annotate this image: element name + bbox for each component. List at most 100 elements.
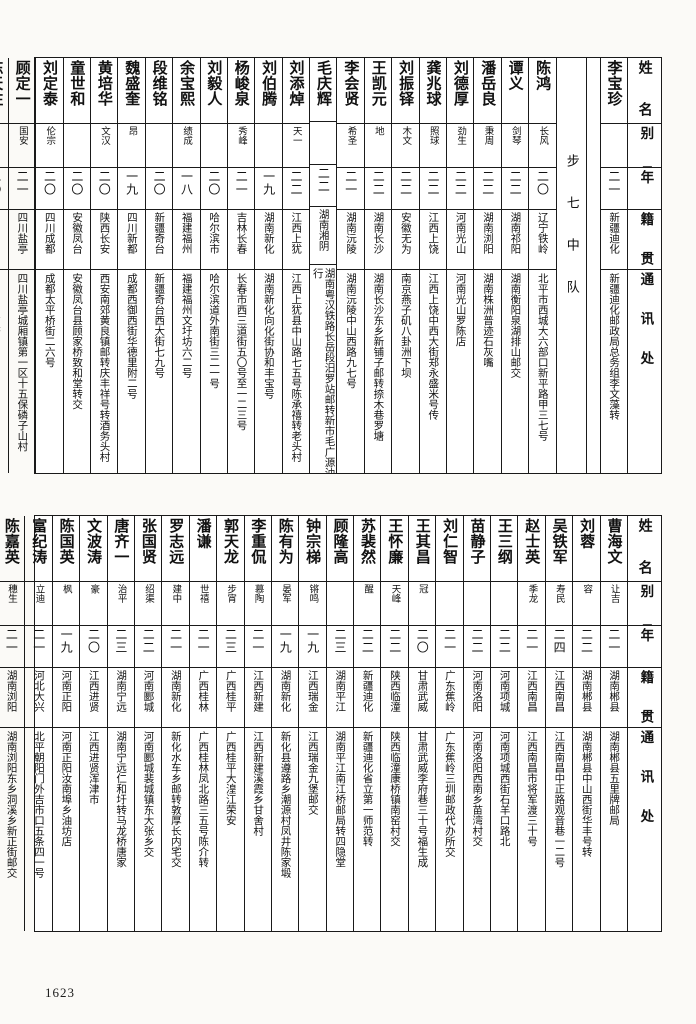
roster-entry-column: 龚兆球 照球 二二 江西上饶 江西上饶中西大街郑永盛米号传 <box>418 58 447 473</box>
entry-name: 苗静子 <box>463 516 491 582</box>
header-cell-origin: 籍 贯 <box>628 668 661 728</box>
entry-name: 罗志远 <box>162 516 189 582</box>
entry-age: 二三 <box>326 626 354 668</box>
roster-entry-column: 刘毅人 二〇 哈尔滨市 哈尔滨道外南街三二一号 <box>199 58 227 473</box>
entry-age: 二一 <box>600 626 627 668</box>
entry-alias: 穗生 <box>0 582 25 626</box>
roster-entry-column: 杨峻泉 秀峰 二一 吉林长春 长春市西三道街五〇号至一二三号 <box>226 58 255 473</box>
entry-origin: 湖南长沙 <box>364 210 392 270</box>
roster-entry-column: 陈鸿 长风 二〇 辽宁铁岭 北平市西城大六部口新平路甲三七号 <box>528 58 556 473</box>
roster-entry-column: 李宝珍 二一 新疆迪化 新疆迪化邮政局总务组李文藻转 <box>599 58 627 473</box>
roster-entry-column: 刘添焯 天一 二二 江西上犹 江西上犹县中山路七五号陈承禧转老头村 <box>281 58 310 473</box>
entry-origin: 新疆奇台 <box>145 210 173 270</box>
entry-address: 四川盐亭城厢镇第一区十五保磷子山村 <box>16 273 29 452</box>
entry-origin: 安徽凤台 <box>63 210 90 270</box>
roster-entry-column: 赵士英 季龙 二一 江西南昌 江西南昌市将军渡三十号 <box>517 516 545 931</box>
entry-address: 南京燕子矶八卦洲下坝 <box>399 273 412 378</box>
entry-alias: 天一 <box>282 124 310 168</box>
entry-name: 张国贤 <box>134 516 162 582</box>
roster-entry-column: 刘定泰 伦宗 二〇 四川成都 成都太平桥街二六号 <box>35 58 63 473</box>
entry-address: 河南光山罗陈店 <box>454 273 467 347</box>
entry-origin: 陕西临潼 <box>381 668 408 728</box>
entry-alias: 慕陶 <box>244 582 271 626</box>
entry-alias: 冠 <box>408 582 436 626</box>
entry-address: 新疆迪化省立第一师范转 <box>361 731 374 847</box>
entry-origin: 河南正阳 <box>52 668 80 728</box>
entry-origin: 四川成都 <box>36 210 63 270</box>
header-cell-alias: 别 号 <box>628 582 661 626</box>
entry-name: 李会贤 <box>337 58 364 124</box>
header-cell-address: 通 讯 处 <box>637 272 654 370</box>
entry-address: 河南正阳汝南埠乡油坊店 <box>60 731 73 847</box>
entry-age: 二二 <box>463 626 491 668</box>
entry-name: 郭天龙 <box>217 516 244 582</box>
entry-name: 刘添焯 <box>282 58 310 124</box>
roster-entry-column: 文波涛豪二〇 江西进贤 江西进贤浑津市 <box>79 516 107 931</box>
entry-name: 王三纲 <box>491 516 518 582</box>
entry-age: 二二 <box>491 626 518 668</box>
roster-entry-column: 李重侃 慕陶 二一 江西新建 江西新建溪霞乡甘舍村 <box>243 516 271 931</box>
roster-entry-column: 童世和 二〇 安徽凤台 安徽凤台县顾家桥致和堂转交 <box>62 58 90 473</box>
entry-origin: 湖南宁远 <box>107 668 134 728</box>
entry-name: 刘蓉 <box>573 516 600 582</box>
entry-name: 龚兆球 <box>419 58 447 124</box>
entry-age: 二一 <box>436 626 463 668</box>
roster-entry-column: 陈嘉英 穗生 二一 湖南浏阳 湖南浏阳东乡洞溪乡新正街邮交 <box>0 516 25 931</box>
entry-age: 一九 <box>118 168 145 210</box>
roster-entry-column: 钟宗梯 锵鸣 一九 江西瑞金 江西瑞金九堡邮交 <box>298 516 326 931</box>
entry-address: 江西瑞金九堡邮交 <box>306 731 319 815</box>
entry-origin: 河南光山 <box>447 210 474 270</box>
header-cell-name: 姓 名 <box>628 58 661 124</box>
entry-age: 二二 <box>381 626 408 668</box>
entry-alias: 木文 <box>392 124 419 168</box>
entry-origin: 湖南郴县 <box>573 668 600 728</box>
entry-name: 谭义 <box>501 58 529 124</box>
entry-address: 湖南浏阳东乡洞溪乡新正街邮交 <box>5 731 18 878</box>
unit-label-column: 步 七 中 队 <box>555 58 586 473</box>
entry-age: 二二 <box>573 626 600 668</box>
entry-age: 二一 <box>0 626 25 668</box>
header-cell-alias: 别 号 <box>628 124 661 168</box>
entry-origin: 四川盐亭 <box>8 210 36 270</box>
entry-origin: 湖南新化 <box>271 668 299 728</box>
entry-age: 二二 <box>354 626 381 668</box>
roster-entry-column: 刘蓉容二二 湖南郴县 湖南郴县中山西街华丰号转 <box>572 516 600 931</box>
entry-age: 二一 <box>227 168 255 210</box>
entry-name: 顾隆高 <box>326 516 354 582</box>
table-header-column: 姓 名别 号年 龄籍 贯通 讯 处 <box>627 516 661 931</box>
entry-origin: 辽宁铁岭 <box>529 210 556 270</box>
entry-address: 湖南新化向化街协和丰宝号 <box>262 273 275 399</box>
entry-alias: 绩成 <box>173 124 200 168</box>
entry-address: 湖南郴县五里牌邮局 <box>608 731 621 826</box>
roster-entry-column: 黄培华 文汉 二〇 陕西长安 西安南郊黄良镇邮转庆丰祥号转酒务头村 <box>89 58 118 473</box>
entry-origin: 湖南新化 <box>255 210 282 270</box>
entry-name: 潘谦 <box>189 516 217 582</box>
roster-entry-column: 张国贤 绍渠 二二 河南郾城 河南郾城裴城镇东大张乡交 <box>133 516 162 931</box>
entry-age: 二二 <box>501 168 529 210</box>
entry-origin: 陕西长安 <box>90 210 118 270</box>
entry-origin: 湖南平江 <box>326 668 354 728</box>
entry-origin: 江西进贤 <box>80 668 107 728</box>
entry-name: 王怀廉 <box>381 516 408 582</box>
entry-age: 二〇 <box>63 168 90 210</box>
entry-address: 河南洛阳西南乡苗湾村交 <box>471 731 484 847</box>
entry-address: 江西南昌市将军渡三十号 <box>525 731 538 847</box>
entry-alias: 伦宗 <box>36 124 63 168</box>
entry-alias <box>326 582 354 626</box>
entry-name: 苏裴然 <box>354 516 381 582</box>
entry-name: 钟宗梯 <box>299 516 326 582</box>
entry-origin: 江西南昌 <box>518 668 545 728</box>
entry-origin: 甘肃武威 <box>408 668 436 728</box>
entry-origin: 湖南沅陵 <box>337 210 364 270</box>
entry-alias: 秀峰 <box>227 124 255 168</box>
entry-name: 陈有为 <box>271 516 299 582</box>
entry-alias: 长风 <box>529 124 556 168</box>
header-cell-age: 年 龄 <box>628 168 661 210</box>
blank-cell <box>587 58 600 473</box>
entry-alias: 地 <box>364 124 392 168</box>
entry-name: 陈嘉英 <box>0 516 25 582</box>
roster-entry-column: 陈天柱二〇四川眉山四川眉山广济乡 <box>0 58 8 473</box>
entry-alias: 世禧 <box>189 582 217 626</box>
entry-alias <box>436 582 463 626</box>
entry-address: 江西南昌中正路观音巷一二号 <box>553 731 566 868</box>
